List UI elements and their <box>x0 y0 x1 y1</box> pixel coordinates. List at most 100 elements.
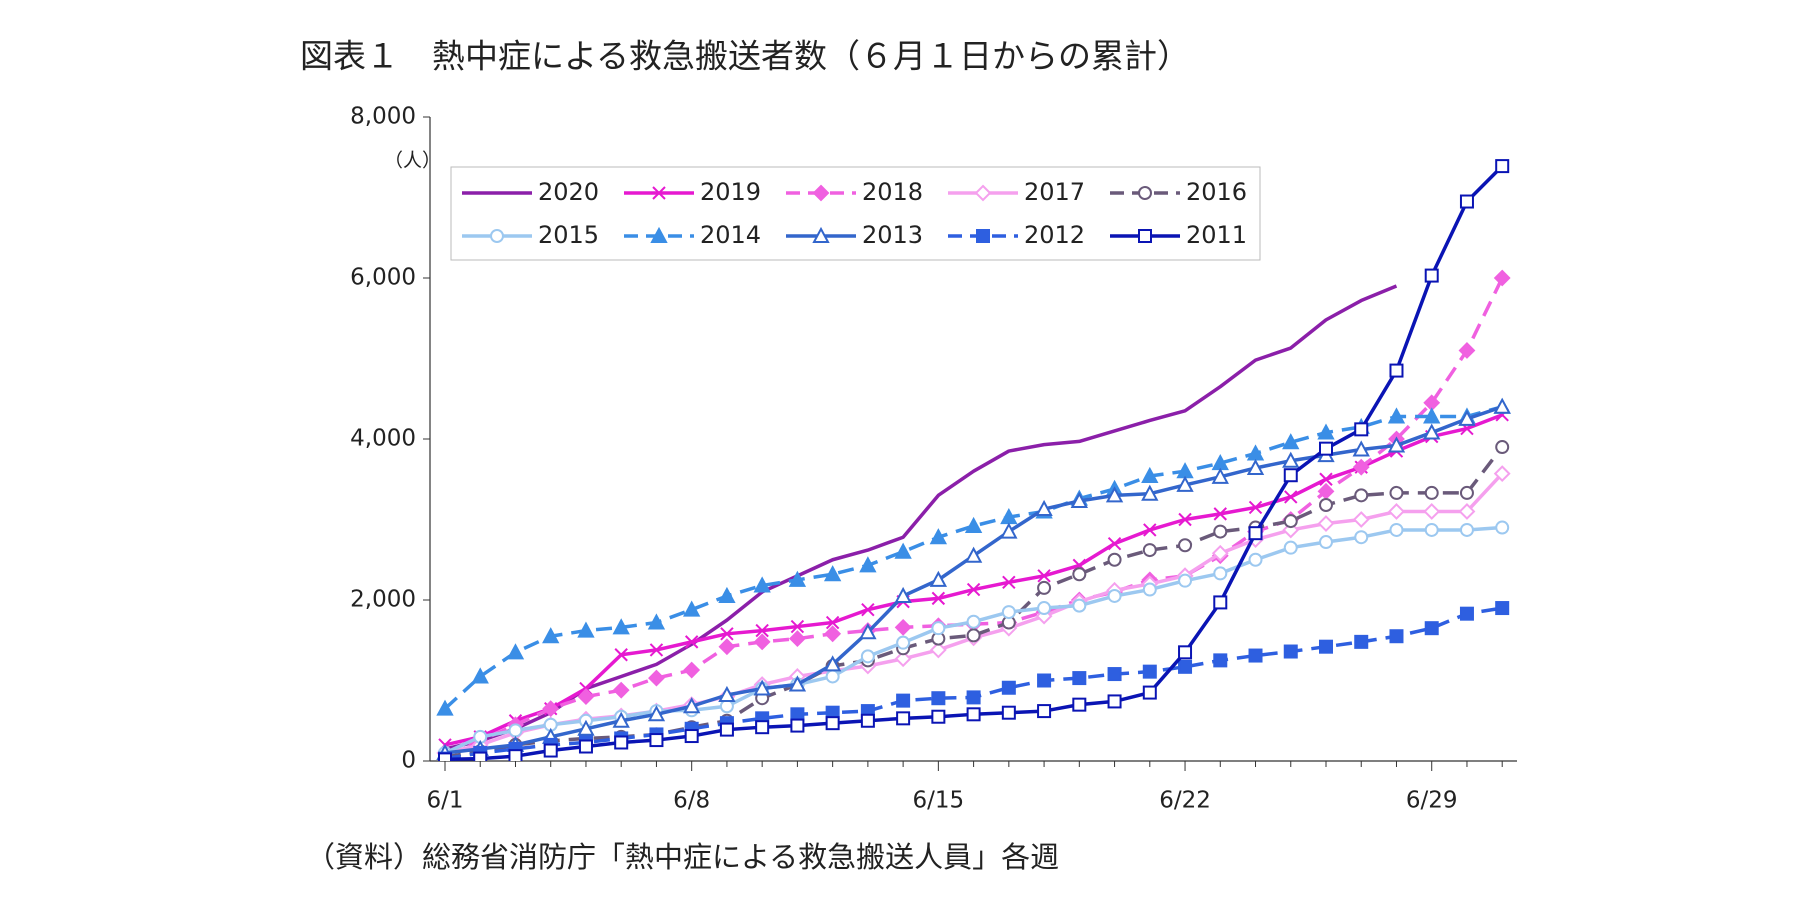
y-tick-label: 4,000 <box>350 426 416 452</box>
data-point <box>861 602 875 617</box>
data-point <box>438 752 452 761</box>
data-point <box>1001 605 1016 620</box>
data-point <box>1319 639 1333 654</box>
data-point <box>577 688 595 706</box>
data-point <box>508 723 523 738</box>
data-point <box>1107 694 1122 709</box>
series-line <box>444 284 1398 751</box>
data-point <box>755 623 769 638</box>
data-point <box>1352 440 1370 457</box>
chart-title: 図表１ 熱中症による救急搬送者数（６月１日からの累計） <box>300 37 1190 76</box>
data-point <box>860 713 875 728</box>
data-point <box>1001 705 1016 720</box>
data-point <box>1459 606 1474 621</box>
x-tick-label: 6/22 <box>1159 788 1211 814</box>
data-point <box>859 556 877 573</box>
data-point <box>1211 467 1229 484</box>
data-point <box>1176 475 1194 492</box>
data-point <box>719 722 734 737</box>
data-point <box>1495 520 1510 535</box>
data-point <box>1493 269 1511 287</box>
data-point <box>577 719 595 736</box>
x-tick-label: 6/15 <box>913 788 965 814</box>
data-point <box>1459 522 1474 537</box>
data-point <box>790 619 805 634</box>
data-point <box>1072 671 1087 686</box>
data-point <box>824 625 842 643</box>
data-point <box>1072 567 1087 582</box>
data-point <box>1178 645 1193 660</box>
data-point <box>1423 407 1441 424</box>
data-point <box>1319 498 1333 513</box>
data-point <box>1388 503 1405 520</box>
data-point <box>1389 629 1404 644</box>
data-point <box>1319 535 1333 550</box>
data-point <box>1283 514 1298 529</box>
data-point <box>506 643 525 660</box>
data-point <box>1037 704 1052 719</box>
legend-marker <box>1138 229 1152 243</box>
data-point <box>1142 664 1157 679</box>
data-point <box>473 751 488 761</box>
data-point <box>1178 659 1193 674</box>
data-point <box>1037 569 1051 583</box>
data-point <box>648 669 665 687</box>
data-point <box>964 516 983 533</box>
source-note: （資料）総務省消防庁「熱中症による救急搬送人員」各週 <box>306 840 1059 874</box>
x-tick-label: 6/1 <box>426 788 463 814</box>
data-point <box>931 621 946 636</box>
data-point <box>1107 536 1122 551</box>
data-point <box>1037 601 1052 616</box>
data-point <box>790 707 805 722</box>
data-point <box>614 735 629 750</box>
data-point <box>719 699 734 714</box>
data-point <box>1211 544 1229 562</box>
data-point <box>612 618 630 635</box>
legend-label: 2012 <box>1024 221 1085 249</box>
data-point <box>1458 342 1476 359</box>
data-point <box>647 705 666 722</box>
data-point <box>1389 522 1404 537</box>
legend-box <box>450 166 1261 261</box>
data-point <box>542 627 560 644</box>
data-point <box>788 570 807 587</box>
legend-marker <box>650 226 668 243</box>
data-point <box>1317 423 1335 440</box>
data-point <box>614 648 628 662</box>
data-point <box>1424 522 1439 537</box>
data-point <box>825 669 840 684</box>
y-tick-label: 6,000 <box>350 265 416 291</box>
data-point <box>1107 588 1122 603</box>
data-point <box>1105 486 1124 503</box>
data-point <box>1282 451 1300 468</box>
data-point <box>684 729 699 744</box>
data-point <box>1423 423 1441 440</box>
series <box>436 397 1511 760</box>
data-point <box>1142 685 1157 700</box>
data-point <box>1035 499 1053 517</box>
series <box>436 269 1511 761</box>
legend-marker <box>976 229 990 243</box>
data-point <box>1387 436 1406 453</box>
data-point <box>649 733 664 748</box>
data-point <box>1107 667 1122 682</box>
data-point <box>1178 512 1192 527</box>
data-point <box>966 614 981 629</box>
series <box>438 520 1510 760</box>
data-point <box>825 716 840 731</box>
data-point <box>1424 485 1439 500</box>
legend-label: 2014 <box>700 221 761 249</box>
legend-label: 2011 <box>1186 221 1247 249</box>
data-point <box>1495 440 1510 455</box>
data-point <box>1284 490 1298 504</box>
data-point <box>859 623 877 640</box>
data-point <box>1178 538 1193 553</box>
data-point <box>896 693 911 708</box>
data-point <box>1423 503 1441 520</box>
data-point <box>1213 653 1228 668</box>
data-point <box>755 720 770 735</box>
data-point <box>1107 552 1122 567</box>
y-tick-label: 0 <box>401 748 416 774</box>
data-point <box>1354 422 1369 437</box>
data-point <box>718 638 736 656</box>
